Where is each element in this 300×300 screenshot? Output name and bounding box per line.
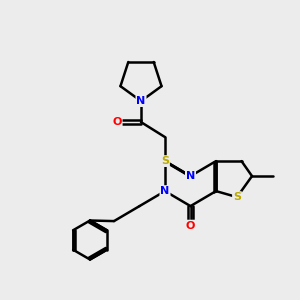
- Text: N: N: [186, 171, 195, 181]
- Text: N: N: [136, 96, 146, 106]
- Text: O: O: [112, 117, 122, 127]
- Text: O: O: [186, 220, 195, 231]
- Text: S: S: [161, 156, 169, 166]
- Text: S: S: [233, 192, 241, 202]
- Text: N: N: [160, 186, 169, 196]
